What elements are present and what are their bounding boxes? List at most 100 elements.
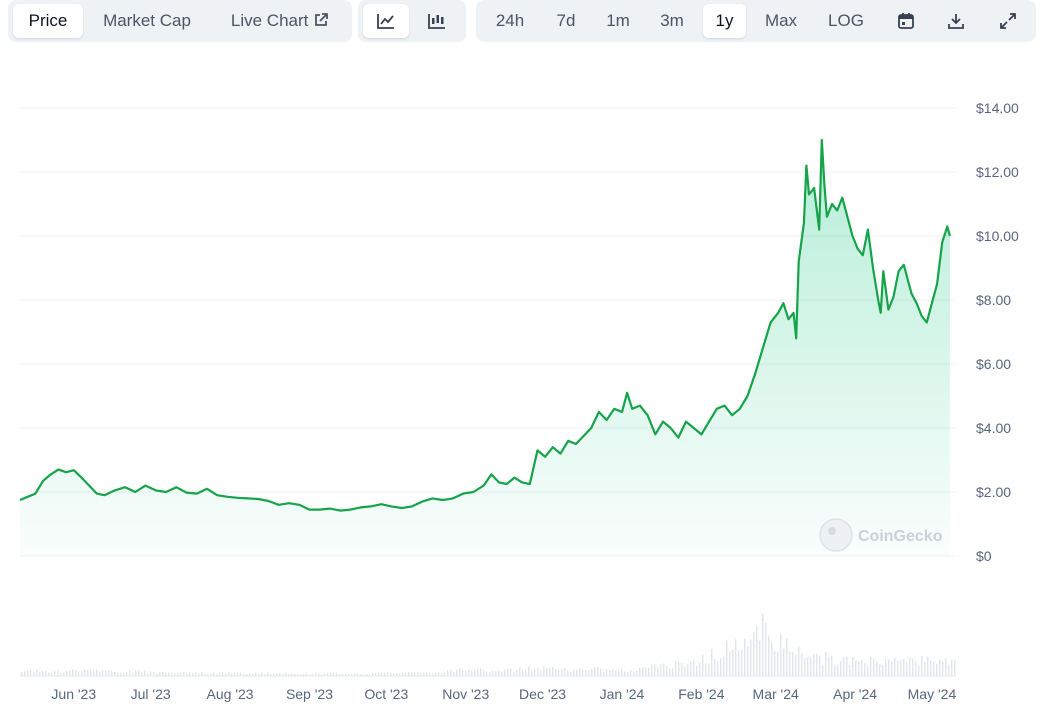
price-point[interactable] <box>850 233 856 239</box>
price-point[interactable] <box>588 425 594 431</box>
price-point[interactable] <box>793 335 799 341</box>
price-point[interactable] <box>224 494 230 500</box>
price-point[interactable] <box>276 502 282 508</box>
price-point[interactable] <box>519 479 525 485</box>
price-point[interactable] <box>55 467 61 473</box>
price-point[interactable] <box>204 486 210 492</box>
price-point[interactable] <box>714 406 720 412</box>
price-point[interactable] <box>25 494 31 500</box>
price-point[interactable] <box>721 403 727 409</box>
price-point[interactable] <box>40 478 46 484</box>
price-point[interactable] <box>440 497 446 503</box>
price-point[interactable] <box>399 505 405 511</box>
price-point[interactable] <box>803 163 809 169</box>
price-point[interactable] <box>785 316 791 322</box>
price-point[interactable] <box>409 503 415 509</box>
price-point[interactable] <box>255 496 261 502</box>
price-point[interactable] <box>791 310 797 316</box>
price-point[interactable] <box>122 484 128 490</box>
price-point[interactable] <box>652 431 658 437</box>
price-point[interactable] <box>768 319 774 325</box>
price-point[interactable] <box>173 484 179 490</box>
price-point[interactable] <box>870 265 876 271</box>
price-point[interactable] <box>939 239 945 245</box>
price-point[interactable] <box>245 495 251 501</box>
price-point[interactable] <box>891 294 897 300</box>
price-point[interactable] <box>419 499 425 505</box>
price-point[interactable] <box>286 500 292 506</box>
price-point[interactable] <box>235 495 241 501</box>
price-point[interactable] <box>542 454 548 460</box>
log-scale-toggle[interactable]: LOG <box>820 4 872 38</box>
range-1y[interactable]: 1y <box>703 4 746 38</box>
price-point[interactable] <box>112 487 118 493</box>
price-point[interactable] <box>675 435 681 441</box>
price-point[interactable] <box>604 417 610 423</box>
price-point[interactable] <box>683 419 689 425</box>
price-point[interactable] <box>573 441 579 447</box>
price-point[interactable] <box>824 214 830 220</box>
price-point[interactable] <box>860 252 866 258</box>
price-point[interactable] <box>358 504 364 510</box>
price-point[interactable] <box>511 475 517 481</box>
price-point[interactable] <box>153 487 159 493</box>
price-point[interactable] <box>624 390 630 396</box>
price-point[interactable] <box>629 406 635 412</box>
price-point[interactable] <box>660 419 666 425</box>
range-3m[interactable]: 3m <box>650 4 694 38</box>
price-point[interactable] <box>729 412 735 418</box>
price-point[interactable] <box>611 406 617 412</box>
price-point[interactable] <box>834 207 840 213</box>
price-point[interactable] <box>378 501 384 507</box>
price-point[interactable] <box>63 469 69 475</box>
price-point[interactable] <box>86 483 92 489</box>
price-point[interactable] <box>819 137 825 143</box>
price-point[interactable] <box>368 503 374 509</box>
calendar-button[interactable] <box>886 4 926 38</box>
price-point[interactable] <box>194 491 200 497</box>
price-point[interactable] <box>596 409 602 415</box>
tab-price[interactable]: Price <box>13 4 83 38</box>
price-point[interactable] <box>565 438 571 444</box>
range-7d[interactable]: 7d <box>544 4 588 38</box>
price-point[interactable] <box>619 409 625 415</box>
price-point[interactable] <box>347 507 353 513</box>
price-point[interactable] <box>71 467 77 473</box>
price-point[interactable] <box>306 507 312 513</box>
price-point[interactable] <box>132 489 138 495</box>
price-point[interactable] <box>470 489 476 495</box>
price-point[interactable] <box>337 508 343 514</box>
price-point[interactable] <box>760 345 766 351</box>
price-point[interactable] <box>668 425 674 431</box>
price-point[interactable] <box>908 291 914 297</box>
price-point[interactable] <box>944 223 950 229</box>
price-point[interactable] <box>821 182 827 188</box>
price-point[interactable] <box>914 300 920 306</box>
price-point[interactable] <box>17 497 23 503</box>
price-point[interactable] <box>327 506 333 512</box>
price-point[interactable] <box>534 447 540 453</box>
tab-market-cap[interactable]: Market Cap <box>90 4 204 38</box>
price-point[interactable] <box>460 491 466 497</box>
price-point[interactable] <box>737 406 743 412</box>
price-point[interactable] <box>875 297 881 303</box>
price-point[interactable] <box>637 403 643 409</box>
price-point[interactable] <box>214 492 220 498</box>
price-point[interactable] <box>450 495 456 501</box>
tab-live-chart[interactable]: Live Chart <box>213 4 347 38</box>
range-24h[interactable]: 24h <box>484 4 536 38</box>
price-point[interactable] <box>78 475 84 481</box>
fullscreen-button[interactable] <box>988 4 1028 38</box>
price-point[interactable] <box>698 431 704 437</box>
price-point[interactable] <box>488 471 494 477</box>
price-point[interactable] <box>885 307 891 313</box>
price-point[interactable] <box>32 491 38 497</box>
price-point[interactable] <box>829 201 835 207</box>
price-point[interactable] <box>878 310 884 316</box>
price-point[interactable] <box>550 444 556 450</box>
price-point[interactable] <box>481 483 487 489</box>
price-point[interactable] <box>844 214 850 220</box>
price-point[interactable] <box>929 300 935 306</box>
price-point[interactable] <box>806 191 812 197</box>
